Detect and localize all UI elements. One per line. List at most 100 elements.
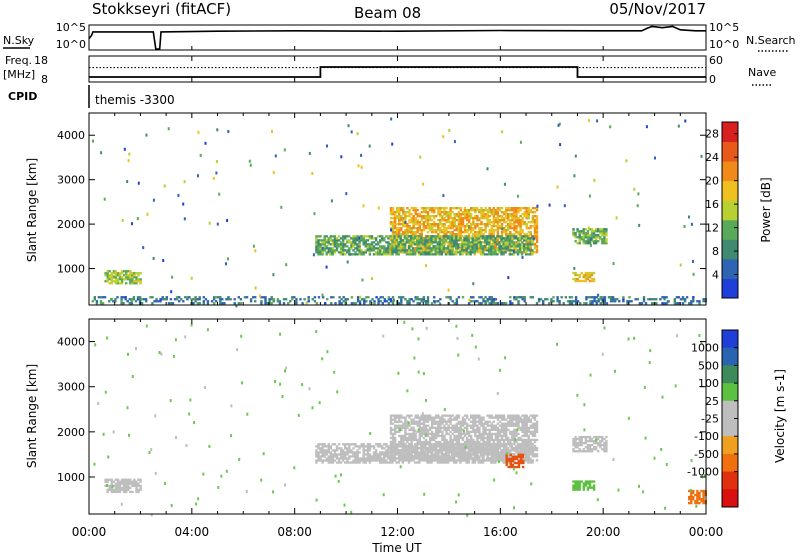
scatter-cell <box>330 199 333 203</box>
data-cell <box>506 241 509 244</box>
data-cell <box>391 438 395 442</box>
data-cell <box>451 235 454 238</box>
data-cell <box>505 430 508 433</box>
data-cell <box>430 455 433 458</box>
data-cell <box>496 430 500 433</box>
data-cell <box>588 448 592 451</box>
data-cell <box>407 247 411 250</box>
data-cell <box>576 446 579 449</box>
data-cell <box>485 447 489 450</box>
data-cell <box>418 247 421 250</box>
data-cell <box>321 239 324 242</box>
scatter-cell <box>439 302 442 306</box>
data-cell <box>404 217 407 220</box>
data-cell <box>408 225 411 228</box>
data-cell <box>447 440 450 444</box>
data-cell <box>411 241 415 244</box>
data-cell <box>492 455 495 458</box>
data-cell <box>445 213 448 216</box>
data-cell <box>414 233 417 236</box>
data-cell <box>387 457 390 460</box>
data-cell <box>438 451 441 454</box>
data-cell <box>523 247 526 250</box>
data-cell <box>504 245 507 248</box>
data-cell <box>116 488 120 491</box>
data-cell <box>529 241 532 244</box>
data-cell <box>529 426 532 429</box>
data-cell <box>428 225 432 228</box>
data-cell <box>459 420 463 423</box>
data-cell <box>463 243 466 246</box>
data-cell <box>424 455 427 458</box>
data-cell <box>360 249 363 252</box>
data-cell <box>474 235 477 238</box>
data-cell <box>118 486 122 489</box>
data-cell <box>422 453 425 456</box>
data-cell <box>442 453 446 456</box>
data-cell <box>442 459 446 462</box>
data-cell <box>609 300 613 303</box>
data-cell <box>411 447 415 450</box>
data-cell <box>527 253 530 256</box>
data-cell <box>410 227 413 230</box>
data-cell <box>118 274 122 277</box>
data-cell <box>599 232 602 235</box>
data-cell <box>443 434 446 438</box>
data-cell <box>469 445 472 448</box>
data-cell <box>476 426 479 429</box>
data-cell <box>374 243 378 246</box>
data-cell <box>459 243 462 246</box>
data-cell <box>500 416 504 419</box>
data-cell <box>459 436 463 440</box>
data-cell <box>502 418 506 421</box>
scatter-cell <box>471 222 474 226</box>
data-cell <box>137 272 140 275</box>
data-cell <box>498 420 502 423</box>
scatter-cell <box>536 204 539 208</box>
data-cell <box>486 215 489 218</box>
data-cell <box>505 241 508 244</box>
data-cell <box>335 245 339 248</box>
colorbar-tick-label: 24 <box>705 151 719 164</box>
data-cell <box>494 229 498 232</box>
data-cell <box>527 434 530 438</box>
data-cell <box>597 236 600 239</box>
scatter-cell <box>142 246 145 250</box>
scatter-cell <box>183 217 186 221</box>
data-cell <box>515 434 518 438</box>
data-cell <box>330 302 333 305</box>
data-cell <box>470 207 473 210</box>
data-cell <box>486 422 489 425</box>
data-cell <box>327 449 330 452</box>
data-cell <box>401 445 404 448</box>
data-cell <box>323 443 326 446</box>
data-cell <box>135 272 138 275</box>
data-cell <box>527 215 530 218</box>
data-cell <box>410 233 413 236</box>
data-cell <box>381 447 384 450</box>
data-cell <box>433 426 436 429</box>
data-cell <box>381 296 384 299</box>
data-cell <box>396 235 399 238</box>
data-cell <box>130 298 133 301</box>
data-cell <box>444 253 448 256</box>
data-cell <box>430 418 434 421</box>
data-cell <box>520 451 524 454</box>
noise-panel: N.Sky 10^5 10^0 10^5 10^0 N.Search <box>3 21 796 52</box>
data-cell <box>562 302 565 305</box>
data-cell <box>400 233 403 236</box>
data-cell <box>485 457 489 460</box>
data-cell <box>420 457 423 460</box>
data-cell <box>416 237 419 240</box>
data-cell <box>221 298 224 301</box>
data-cell <box>594 446 598 449</box>
data-cell <box>414 455 417 458</box>
data-cell <box>479 237 483 240</box>
data-cell <box>389 455 392 458</box>
data-cell <box>430 211 434 214</box>
data-cell <box>474 207 477 210</box>
data-cell <box>492 426 495 429</box>
data-cell <box>472 422 475 425</box>
data-cell <box>358 239 361 242</box>
data-cell <box>484 426 487 429</box>
